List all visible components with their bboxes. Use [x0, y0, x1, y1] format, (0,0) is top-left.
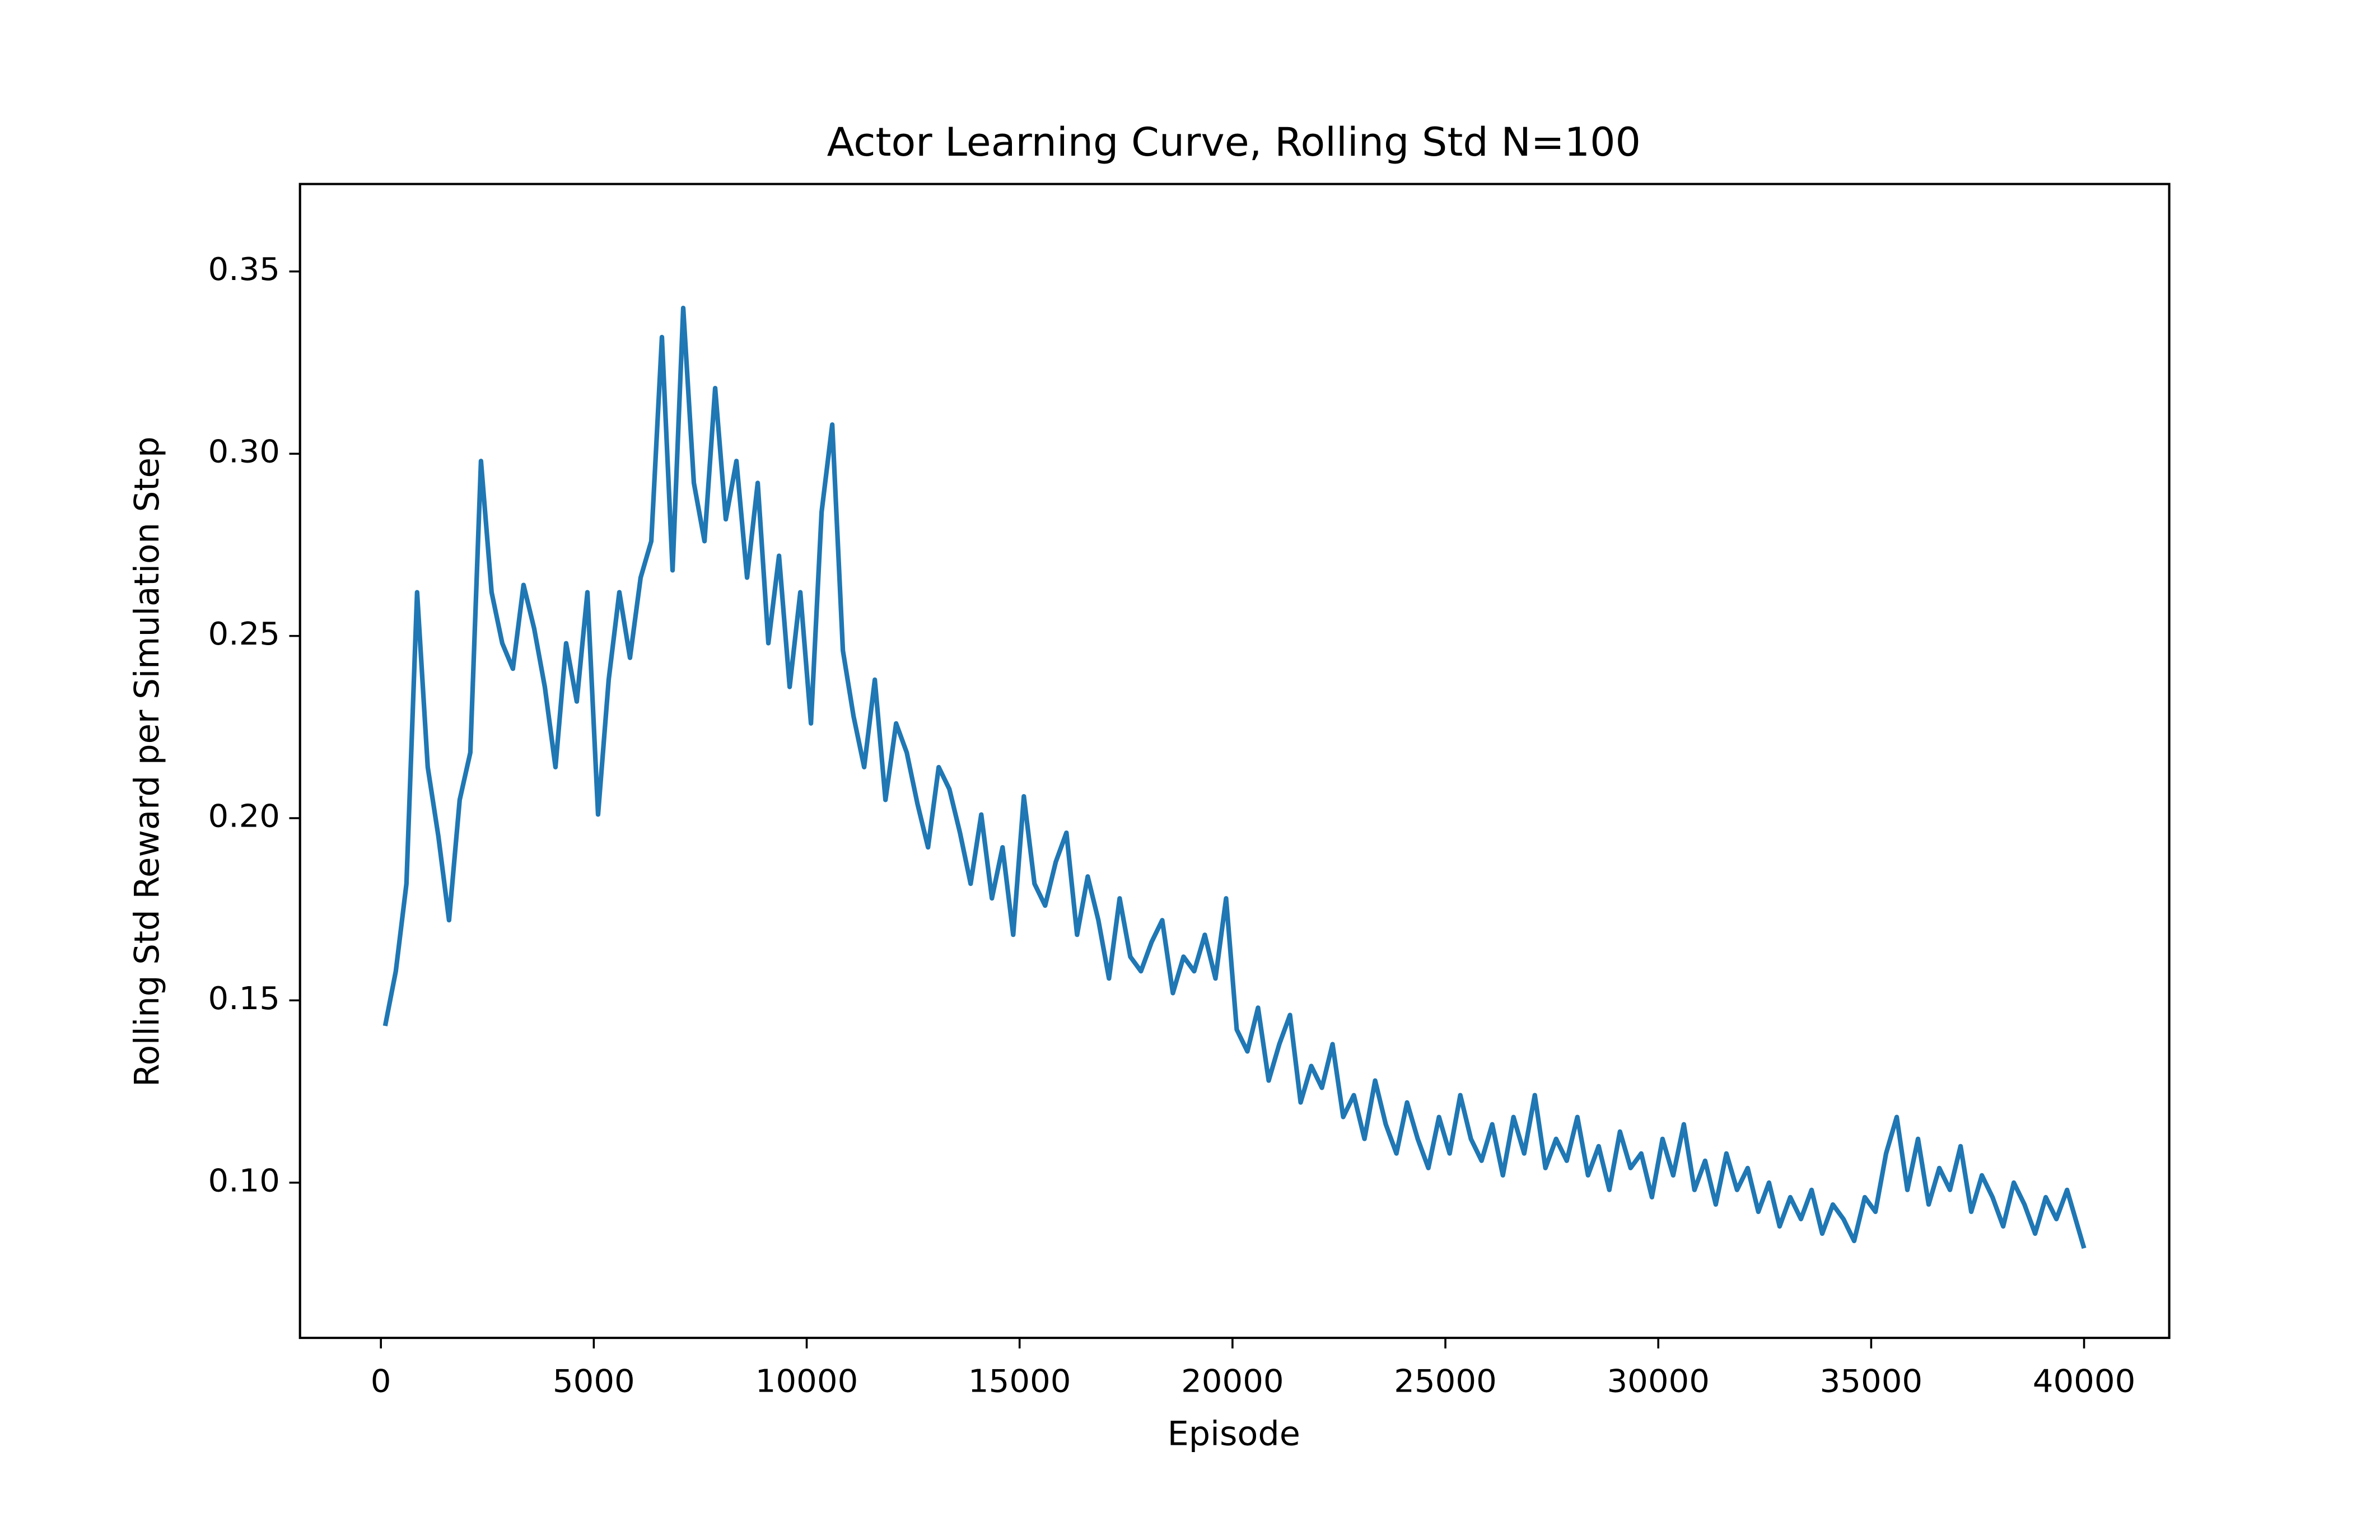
- x-tick-label: 15000: [968, 1363, 1071, 1399]
- chart-title: Actor Learning Curve, Rolling Std N=100: [827, 119, 1641, 165]
- x-tick-label: 5000: [553, 1363, 635, 1399]
- plot-frame: [298, 183, 2171, 1340]
- data-line: [382, 305, 2087, 1249]
- x-tick-label: 25000: [1394, 1363, 1497, 1399]
- x-axis-label: Episode: [1168, 1415, 1300, 1453]
- x-tick-label: 20000: [1181, 1363, 1284, 1399]
- y-tick-label: 0.35: [208, 251, 280, 288]
- y-axis-label: Rolling Std Reward per Simulation Step: [128, 436, 167, 1086]
- y-tick-label: 0.25: [208, 616, 280, 652]
- y-tick-label: 0.15: [208, 980, 280, 1016]
- y-tick-label: 0.30: [208, 433, 280, 470]
- x-tick-label: 35000: [1820, 1363, 1923, 1399]
- x-tick-label: 0: [371, 1363, 391, 1399]
- y-tick-label: 0.10: [208, 1163, 280, 1199]
- x-tick-label: 40000: [2033, 1363, 2136, 1399]
- y-tick-label: 0.20: [208, 798, 280, 834]
- x-tick-label: 10000: [755, 1363, 858, 1399]
- x-tick-label: 30000: [1607, 1363, 1710, 1399]
